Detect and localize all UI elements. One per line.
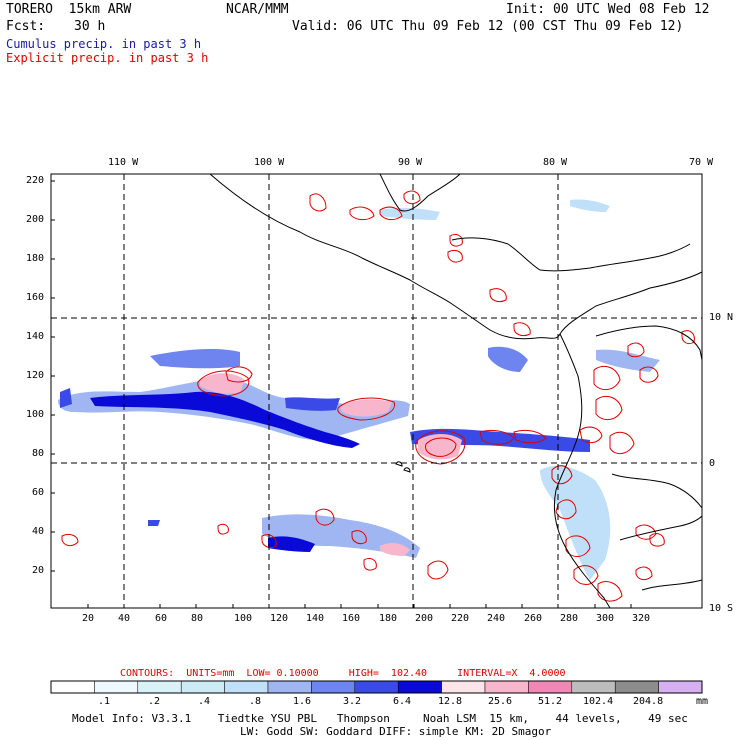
y-label: 20 <box>32 565 45 576</box>
x-label: 140 <box>306 613 325 624</box>
lat-label-10s: 10 S <box>709 603 734 614</box>
colorbar-swatches <box>50 680 703 694</box>
explicit-legend: Explicit precip. in past 3 h <box>6 51 209 65</box>
contour-info: CONTOURS: UNITS=mm LOW= 0.10000 HIGH= 10… <box>120 668 566 679</box>
colorbar-frame <box>50 680 703 694</box>
colorbar-label: .8 <box>249 696 262 707</box>
x-label: 200 <box>415 613 434 624</box>
colorbar-label: 204.8 <box>633 696 664 707</box>
valid-time: Valid: 06 UTC Thu 09 Feb 12 (00 CST Thu … <box>292 19 684 34</box>
colorbar-swatch <box>354 680 399 694</box>
x-label: 180 <box>379 613 398 624</box>
colorbar-swatch <box>571 680 616 694</box>
x-label: 20 <box>82 613 95 624</box>
y-label: 160 <box>26 292 45 303</box>
forecast-label: Fcst: <box>6 19 46 34</box>
x-label: 160 <box>342 613 361 624</box>
lon-label-100w: 100 W <box>254 157 285 168</box>
y-label: 80 <box>32 448 45 459</box>
colorbar-label: .4 <box>198 696 211 707</box>
lat-label-0: 0 <box>709 458 716 469</box>
colorbar-swatch <box>397 680 442 694</box>
colorbar-label: .2 <box>148 696 161 707</box>
cumulus-legend: Cumulus precip. in past 3 h <box>6 37 202 51</box>
x-label: 80 <box>191 613 204 624</box>
colorbar-swatch <box>224 680 269 694</box>
y-label: 100 <box>26 409 45 420</box>
colorbar-swatch <box>484 680 529 694</box>
colorbar-swatch <box>50 680 95 694</box>
x-label: 60 <box>155 613 168 624</box>
lon-label-90w: 90 W <box>398 157 423 168</box>
colorbar-label: 51.2 <box>538 696 563 707</box>
colorbar-swatch <box>94 680 139 694</box>
x-label: 320 <box>632 613 651 624</box>
org-label: NCAR/MMM <box>226 2 289 17</box>
colorbar-label: 3.2 <box>343 696 362 707</box>
colorbar-swatch <box>614 680 659 694</box>
colorbar-label: 6.4 <box>393 696 412 707</box>
colorbar-label: 12.8 <box>438 696 463 707</box>
colorbar-swatch <box>658 680 703 694</box>
colorbar-swatch <box>311 680 356 694</box>
model-info-line2: LW: Godd SW: Goddard DIFF: simple KM: 2D… <box>240 725 552 738</box>
axis-ticks <box>51 180 632 608</box>
lat-label-10n: 10 N <box>709 312 734 323</box>
y-label: 120 <box>26 370 45 381</box>
model-title: TORERO 15km ARW <box>6 2 132 17</box>
x-label: 300 <box>596 613 615 624</box>
y-label: 140 <box>26 331 45 342</box>
model-info-line1: Model Info: V3.3.1 Tiedtke YSU PBL Thomp… <box>72 712 688 725</box>
colorbar-label: 1.6 <box>293 696 312 707</box>
x-label: 220 <box>451 613 470 624</box>
forecast-hour: 30 h <box>74 19 106 34</box>
colorbar-swatch <box>180 680 225 694</box>
x-label: 40 <box>118 613 131 624</box>
lon-label-70w: 70 W <box>689 157 714 168</box>
colorbar-label: 102.4 <box>583 696 614 707</box>
y-label: 40 <box>32 526 45 537</box>
colorbar-label: .1 <box>98 696 111 707</box>
lon-label-110w: 110 W <box>108 157 139 168</box>
coastlines <box>209 173 703 609</box>
colorbar-swatch <box>441 680 486 694</box>
colorbar-swatch <box>137 680 182 694</box>
lon-label-80w: 80 W <box>543 157 568 168</box>
x-label: 240 <box>487 613 506 624</box>
colorbar-label: 25.6 <box>488 696 513 707</box>
y-label: 220 <box>26 175 45 186</box>
colorbar-swatch <box>267 680 312 694</box>
colorbar-swatch <box>528 680 573 694</box>
y-label: 200 <box>26 214 45 225</box>
colorbar-unit: mm <box>696 696 709 707</box>
x-label: 280 <box>560 613 579 624</box>
x-label: 260 <box>524 613 543 624</box>
graticule <box>51 174 702 608</box>
x-label: 100 <box>234 613 253 624</box>
init-time: Init: 00 UTC Wed 08 Feb 12 <box>506 2 710 17</box>
y-label: 60 <box>32 487 45 498</box>
y-label: 180 <box>26 253 45 264</box>
x-label: 120 <box>270 613 289 624</box>
